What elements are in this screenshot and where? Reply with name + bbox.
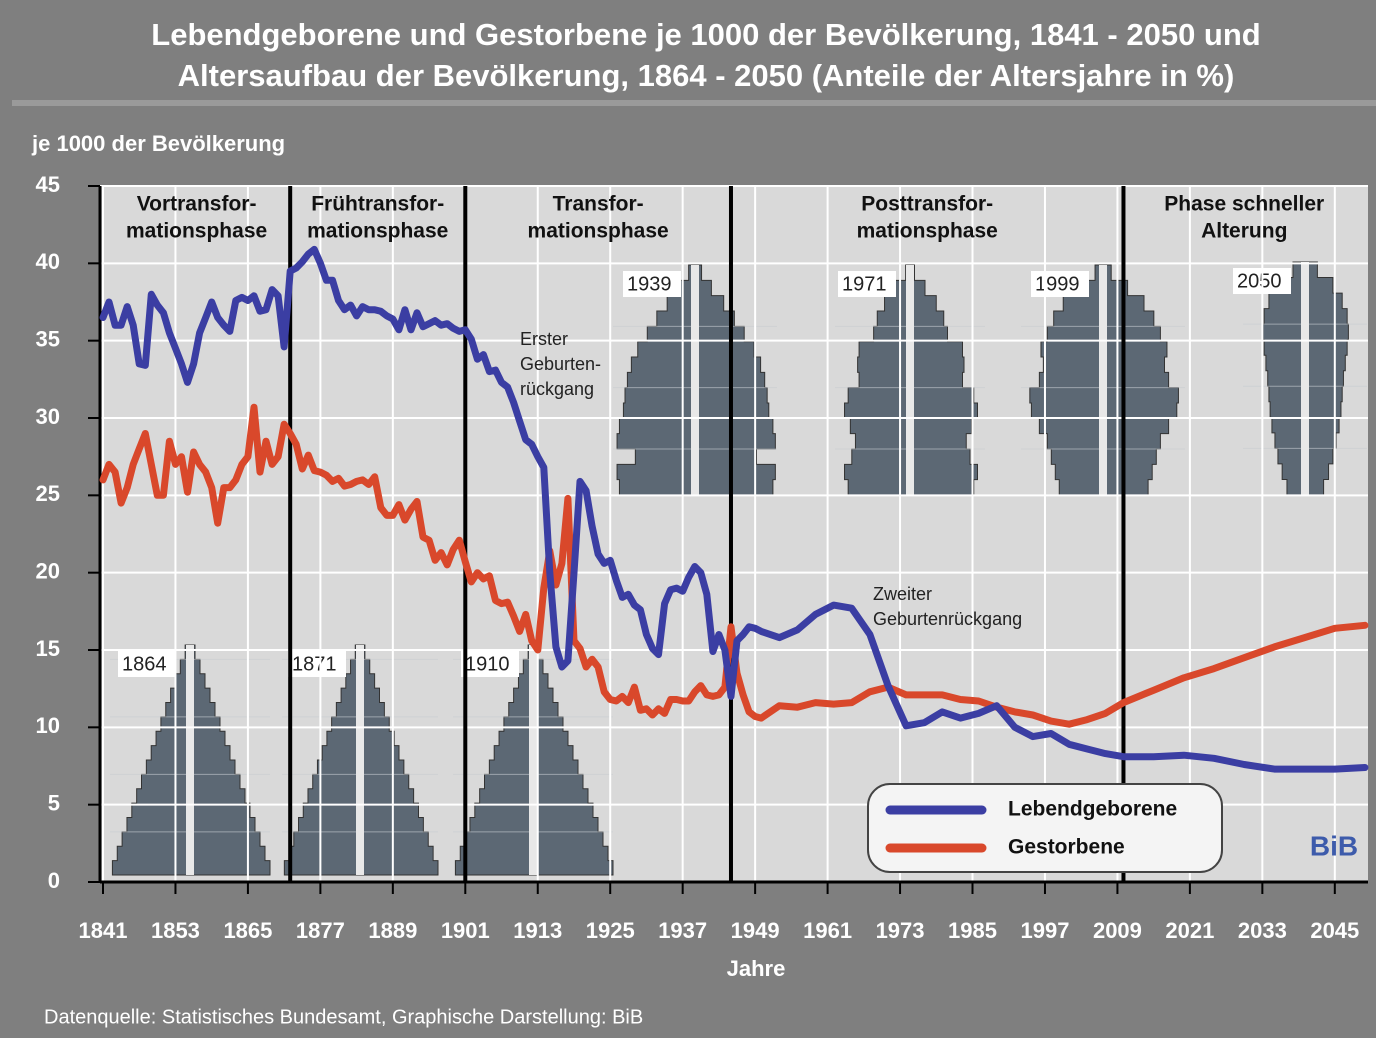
annotation: Zweiter [873,584,932,604]
pyramid-label: 2050 [1237,270,1282,292]
x-tick-label: 1901 [441,918,490,943]
pyramid-label-box [118,651,176,677]
pyramid-label: 1910 [465,653,510,675]
x-axis-label: Jahre [727,956,786,981]
plot-area [100,186,1368,882]
x-tick-label: 1925 [586,918,635,943]
annotation: Geburten- [520,354,601,374]
y-tick-label: 15 [36,636,60,661]
chart-title: Altersaufbau der Bevölkerung, 1864 - 205… [178,58,1235,93]
series-line [99,403,1369,728]
y-tick-label: 30 [36,404,60,429]
pyramid-axis [356,645,364,875]
x-tick-label: 1865 [223,918,272,943]
x-tick-label: 1841 [79,918,128,943]
series-line [99,245,1369,773]
y-tick-label: 35 [36,326,60,351]
pyramid-axis [186,645,194,875]
y-tick-label: 45 [36,172,60,197]
annotation: Geburtenrückgang [873,609,1022,629]
phase-label: mationsphase [528,220,669,243]
source: Datenquelle: Statistisches Bundesamt, Gr… [44,1006,643,1028]
x-tick-label: 1937 [658,918,707,943]
annotation: Erster [520,329,568,349]
x-tick-label: 1961 [803,918,852,943]
y-axis-label: je 1000 der Bevölkerung [31,131,285,156]
pyramid-label-box [623,271,681,297]
chart-title: Lebendgeborene und Gestorbene je 1000 de… [151,17,1260,52]
x-tick-label: 1913 [513,918,562,943]
phase-label: mationsphase [857,220,998,243]
pyramid-axis [691,265,699,495]
legend-label: Lebendgeborene [1008,798,1177,821]
y-tick-label: 10 [36,713,60,738]
x-tick-label: 2033 [1238,918,1287,943]
phase-label: mationsphase [126,220,267,243]
y-tick-label: 40 [36,249,60,274]
title-separator [12,100,1376,106]
pyramid-label-box [838,271,896,297]
pyramid-label-box [288,651,346,677]
annotation: rückgang [520,379,594,399]
y-tick-label: 0 [48,868,60,893]
phase-label: Posttransfor- [861,193,993,216]
pyramid-label: 1871 [292,653,337,675]
x-tick-label: 1877 [296,918,345,943]
pyramid-label-box [461,651,519,677]
pyramid-axis [1301,262,1309,495]
pyramid-axis [906,265,914,495]
pyramid-label: 1939 [627,273,672,295]
x-tick-label: 1973 [876,918,925,943]
pyramid-label: 1999 [1035,273,1080,295]
pyramid-axis [529,645,537,875]
phase-label: mationsphase [307,220,448,243]
legend-label: Gestorbene [1008,836,1125,859]
x-tick-label: 1853 [151,918,200,943]
pyramid-label-box [1031,271,1089,297]
y-tick-label: 25 [36,481,60,506]
pyramid-axis [1099,265,1107,495]
x-tick-label: 2021 [1165,918,1214,943]
pyramid-label: 1971 [842,273,887,295]
phase-label: Transfor- [553,193,644,216]
x-tick-label: 2009 [1093,918,1142,943]
phase-label: Frühtransfor- [311,193,444,216]
pyramid-label: 1864 [122,653,167,675]
x-tick-label: 1949 [731,918,780,943]
x-tick-label: 2045 [1310,918,1359,943]
x-tick-label: 1985 [948,918,997,943]
logo: BiB [1310,830,1358,861]
y-tick-label: 20 [36,558,60,583]
y-tick-label: 5 [48,790,60,815]
x-tick-label: 1997 [1020,918,1069,943]
x-tick-label: 1889 [368,918,417,943]
phase-label: Alterung [1201,220,1287,243]
phase-label: Vortransfor- [137,193,257,216]
phase-label: Phase schneller [1164,193,1324,216]
